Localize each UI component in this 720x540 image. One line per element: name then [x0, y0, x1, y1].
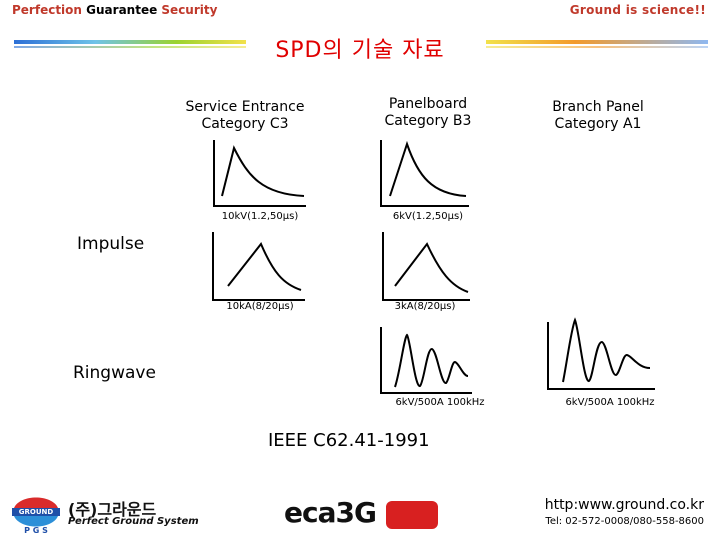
company-name-english: Perfect Ground System: [68, 516, 199, 527]
caption-b3-current: 3kA(8/20μs): [394, 301, 456, 312]
eca3g-logo-text: eca3G: [284, 496, 377, 529]
caption-b3-voltage: 6kV(1.2,50μs): [392, 211, 464, 222]
row-label-ringwave: Ringwave: [73, 363, 156, 383]
column-label-a1: Branch Panel Category A1: [552, 99, 644, 132]
phone-numbers: Tel: 02-572-0008/080-558-8600: [545, 516, 704, 527]
caption-b3-ringwave: 6kV/500A 100kHz: [395, 397, 485, 408]
eca3g-logo: eca3G: [282, 496, 444, 530]
title-band-left-2: [14, 46, 246, 48]
pgs-logo-text-bottom: P G S: [24, 526, 48, 535]
standard-reference: IEEE C62.41-1991: [268, 430, 430, 451]
caption-c3-current: 10kA(8/20μs): [226, 301, 294, 312]
tagline-word-1: Perfection: [12, 3, 82, 17]
waveform-a1-ringwave: [547, 317, 655, 390]
tagline-word-2: Guarantee: [86, 3, 158, 17]
website-url[interactable]: http:www.ground.co.kr: [544, 497, 704, 513]
waveform-c3-current: [212, 232, 305, 301]
waveform-b3-ringwave: [380, 327, 472, 394]
pgs-logo: GROUND P G S: [10, 492, 62, 536]
caption-c3-voltage: 10kV(1.2,50μs): [221, 211, 299, 222]
column-label-c3: Service Entrance Category C3: [185, 99, 305, 132]
caption-a1-ringwave: 6kV/500A 100kHz: [565, 397, 655, 408]
waveform-b3-current: [382, 232, 470, 301]
page-title: SPD의 기술 자료: [275, 38, 445, 63]
row-label-impulse: Impulse: [77, 234, 145, 254]
header-slogan: Ground is science!!: [569, 3, 706, 17]
company-name-korean: (주)그라운드: [68, 500, 157, 519]
column-label-b3: Panelboard Category B3: [384, 96, 472, 129]
waveform-c3-voltage: [213, 140, 306, 207]
waveform-b3-voltage: [380, 140, 469, 207]
pgs-logo-text-top: GROUND: [18, 508, 54, 516]
title-band-right: [486, 40, 708, 44]
header-tagline: Perfection Guarantee Security: [12, 3, 217, 17]
tagline-word-3: Security: [161, 3, 218, 17]
title-band-left: [14, 40, 246, 44]
title-band-right-2: [486, 46, 708, 48]
